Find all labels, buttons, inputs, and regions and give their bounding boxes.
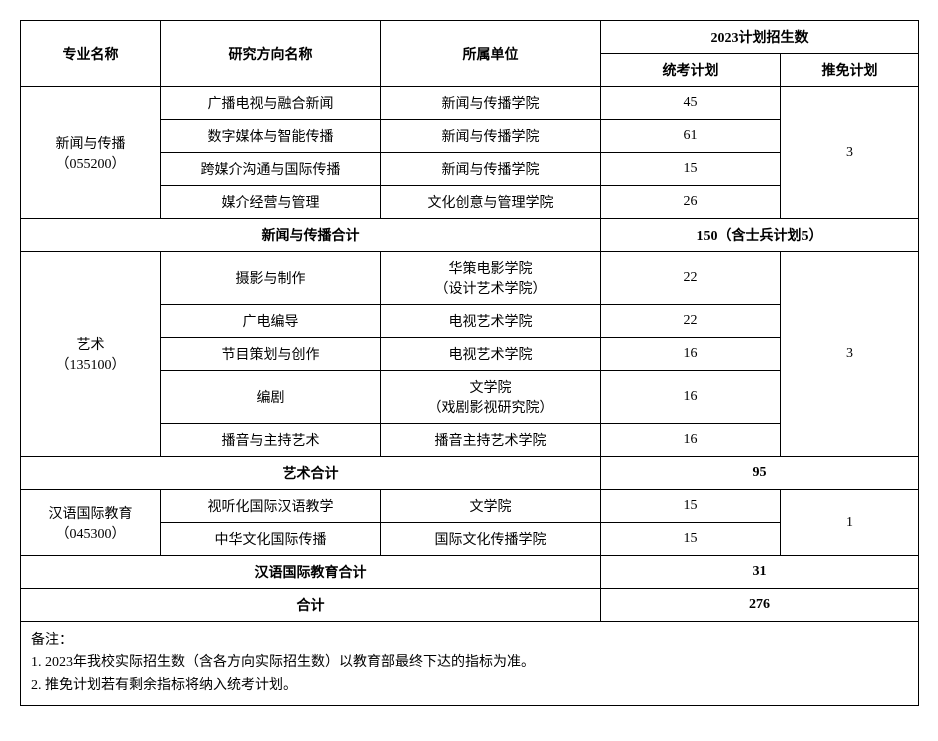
header-dept: 所属单位 [381,21,601,87]
major-name: 新闻与传播 [25,133,156,153]
direction-cell: 视听化国际汉语教学 [161,490,381,523]
direction-cell: 跨媒介沟通与国际传播 [161,153,381,186]
major-cell: 新闻与传播 （055200） [21,87,161,219]
table-row: 艺术 （135100） 摄影与制作 华策电影学院 （设计艺术学院） 22 3 [21,252,919,305]
dept-cell: 新闻与传播学院 [381,120,601,153]
exam-cell: 15 [601,490,781,523]
exam-cell: 16 [601,371,781,424]
direction-cell: 广播电视与融合新闻 [161,87,381,120]
subtotal-label: 艺术合计 [21,457,601,490]
major-code: （055200） [25,153,156,173]
table-row: 汉语国际教育 （045300） 视听化国际汉语教学 文学院 15 1 [21,490,919,523]
subtotal-value: 150（含士兵计划5） [601,219,919,252]
exam-cell: 15 [601,153,781,186]
major-cell: 汉语国际教育 （045300） [21,490,161,556]
dept-cell: 电视艺术学院 [381,338,601,371]
header-exam: 统考计划 [601,54,781,87]
exam-cell: 26 [601,186,781,219]
major-code: （135100） [25,354,156,374]
header-major: 专业名称 [21,21,161,87]
subtotal-value: 95 [601,457,919,490]
notes-line1: 1. 2023年我校实际招生数（含各方向实际招生数）以教育部最终下达的指标为准。 [31,652,908,674]
dept-cell: 华策电影学院 （设计艺术学院） [381,252,601,305]
dept-cell: 新闻与传播学院 [381,87,601,120]
dept-cell: 播音主持艺术学院 [381,424,601,457]
subtotal-label: 汉语国际教育合计 [21,556,601,589]
header-exempt: 推免计划 [781,54,919,87]
exam-cell: 16 [601,338,781,371]
direction-cell: 数字媒体与智能传播 [161,120,381,153]
header-row-1: 专业名称 研究方向名称 所属单位 2023计划招生数 [21,21,919,54]
notes-line2: 2. 推免计划若有剩余指标将纳入统考计划。 [31,675,908,697]
dept-line1: 文学院 [385,377,596,397]
admissions-table: 专业名称 研究方向名称 所属单位 2023计划招生数 统考计划 推免计划 新闻与… [20,20,919,706]
exam-cell: 16 [601,424,781,457]
dept-line1: 华策电影学院 [385,258,596,278]
table-row: 新闻与传播 （055200） 广播电视与融合新闻 新闻与传播学院 45 3 [21,87,919,120]
direction-cell: 编剧 [161,371,381,424]
direction-cell: 节目策划与创作 [161,338,381,371]
grand-total-row: 合计 276 [21,589,919,622]
dept-line2: （设计艺术学院） [385,278,596,298]
exam-cell: 45 [601,87,781,120]
major-cell: 艺术 （135100） [21,252,161,457]
subtotal-value: 31 [601,556,919,589]
exempt-cell: 3 [781,252,919,457]
header-plan-group: 2023计划招生数 [601,21,919,54]
direction-cell: 播音与主持艺术 [161,424,381,457]
dept-line2: （戏剧影视研究院） [385,397,596,417]
notes-title: 备注： [31,630,908,652]
major-name: 汉语国际教育 [25,503,156,523]
subtotal-row: 艺术合计 95 [21,457,919,490]
grand-total-value: 276 [601,589,919,622]
direction-cell: 广电编导 [161,305,381,338]
subtotal-row: 新闻与传播合计 150（含士兵计划5） [21,219,919,252]
grand-total-label: 合计 [21,589,601,622]
dept-cell: 文学院 [381,490,601,523]
dept-cell: 文化创意与管理学院 [381,186,601,219]
exam-cell: 15 [601,523,781,556]
subtotal-row: 汉语国际教育合计 31 [21,556,919,589]
exam-cell: 22 [601,305,781,338]
subtotal-label: 新闻与传播合计 [21,219,601,252]
major-code: （045300） [25,523,156,543]
major-name: 艺术 [25,334,156,354]
notes-row: 备注： 1. 2023年我校实际招生数（含各方向实际招生数）以教育部最终下达的指… [21,622,919,706]
notes-cell: 备注： 1. 2023年我校实际招生数（含各方向实际招生数）以教育部最终下达的指… [21,622,919,706]
dept-cell: 文学院 （戏剧影视研究院） [381,371,601,424]
direction-cell: 摄影与制作 [161,252,381,305]
dept-cell: 电视艺术学院 [381,305,601,338]
dept-cell: 国际文化传播学院 [381,523,601,556]
exempt-cell: 3 [781,87,919,219]
exam-cell: 22 [601,252,781,305]
direction-cell: 中华文化国际传播 [161,523,381,556]
exam-cell: 61 [601,120,781,153]
exempt-cell: 1 [781,490,919,556]
dept-cell: 新闻与传播学院 [381,153,601,186]
direction-cell: 媒介经营与管理 [161,186,381,219]
header-direction: 研究方向名称 [161,21,381,87]
